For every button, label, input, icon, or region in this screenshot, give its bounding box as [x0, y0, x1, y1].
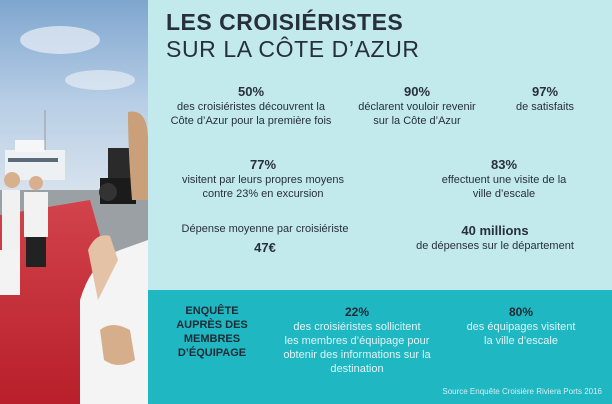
stat-description: effectuent une visite de la ville d’esca… [441, 174, 567, 200]
key-figures-panel [148, 0, 612, 290]
stat-description: de dépenses sur le département [416, 240, 574, 252]
stat-value: 90% [403, 84, 431, 99]
stat-average-spending: Dépense moyenne par croisiériste 47€ [166, 222, 364, 257]
stat-own-means: 77% visitent par leurs propres moyens co… [170, 157, 356, 201]
crew-stat-value: 22% [344, 305, 370, 319]
stat-description: déclarent vouloir revenir sur la Côte d’… [358, 101, 476, 127]
stat-value: 40 millions [461, 223, 529, 238]
crew-stat-information: 22% des croisiéristes sollicitent les me… [272, 305, 442, 376]
stat-value: 47€ [254, 240, 276, 255]
page-title: LES CROISIÉRISTES [166, 9, 404, 35]
crew-stat-city-visit: 80% des équipages visitent la ville d’es… [456, 305, 586, 348]
stat-description: Dépense moyenne par croisiériste [181, 223, 349, 235]
stat-total-spending: 40 millions de dépenses sur le départeme… [400, 223, 590, 253]
stat-value: 83% [490, 157, 518, 172]
stat-value: 77% [249, 157, 277, 172]
crew-stat-description: des équipages visitent la ville d’escale [466, 321, 576, 347]
crew-survey-title: ENQUÊTE AUPRÈS DES MEMBRES D’ÉQUIPAGE [176, 305, 248, 359]
stat-description: visitent par leurs propres moyens contre… [181, 174, 344, 200]
stat-value: 97% [531, 84, 559, 99]
stat-value: 50% [237, 84, 265, 99]
stat-description: de satisfaits [515, 101, 575, 113]
crew-stat-value: 80% [508, 305, 534, 319]
stat-first-discovery: 50% des croisiéristes découvrent la Côte… [166, 84, 336, 128]
source-note: Source Enquête Croisière Riviera Ports 2… [442, 387, 602, 396]
stat-satisfaction: 97% de satisfaits [508, 84, 582, 114]
cruise-passengers-photo [0, 0, 148, 404]
page-subtitle: SUR LA CÔTE D’AZUR [166, 36, 420, 62]
crew-survey-panel [148, 290, 612, 404]
crew-stat-description: des croisiéristes sollicitent les membre… [283, 321, 431, 375]
stat-return-intent: 90% déclarent vouloir revenir sur la Côt… [350, 84, 484, 128]
stat-city-visit: 83% effectuent une visite de la ville d’… [424, 157, 584, 201]
stat-description: des croisiéristes découvrent la Côte d’A… [170, 101, 332, 127]
